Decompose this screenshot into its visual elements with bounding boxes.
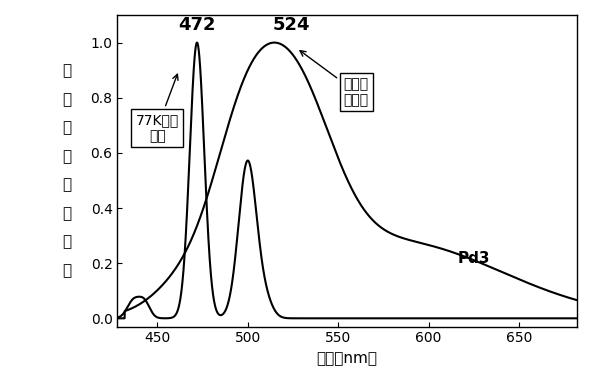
Text: 度: 度 (62, 263, 72, 278)
Text: 归: 归 (62, 64, 72, 78)
Text: 发: 发 (62, 178, 72, 192)
Text: 一: 一 (62, 92, 72, 107)
Text: 的: 的 (62, 149, 72, 164)
Text: 室温发
射光谱: 室温发 射光谱 (300, 51, 369, 107)
X-axis label: 波长（nm）: 波长（nm） (317, 351, 378, 366)
Text: 524: 524 (272, 16, 310, 34)
Text: Pd3: Pd3 (458, 251, 490, 266)
Text: 77K发射
光谱: 77K发射 光谱 (136, 74, 179, 143)
Text: 强: 强 (62, 235, 72, 250)
Text: 化: 化 (62, 120, 72, 136)
Text: 472: 472 (178, 16, 215, 34)
Text: 光: 光 (62, 206, 72, 221)
